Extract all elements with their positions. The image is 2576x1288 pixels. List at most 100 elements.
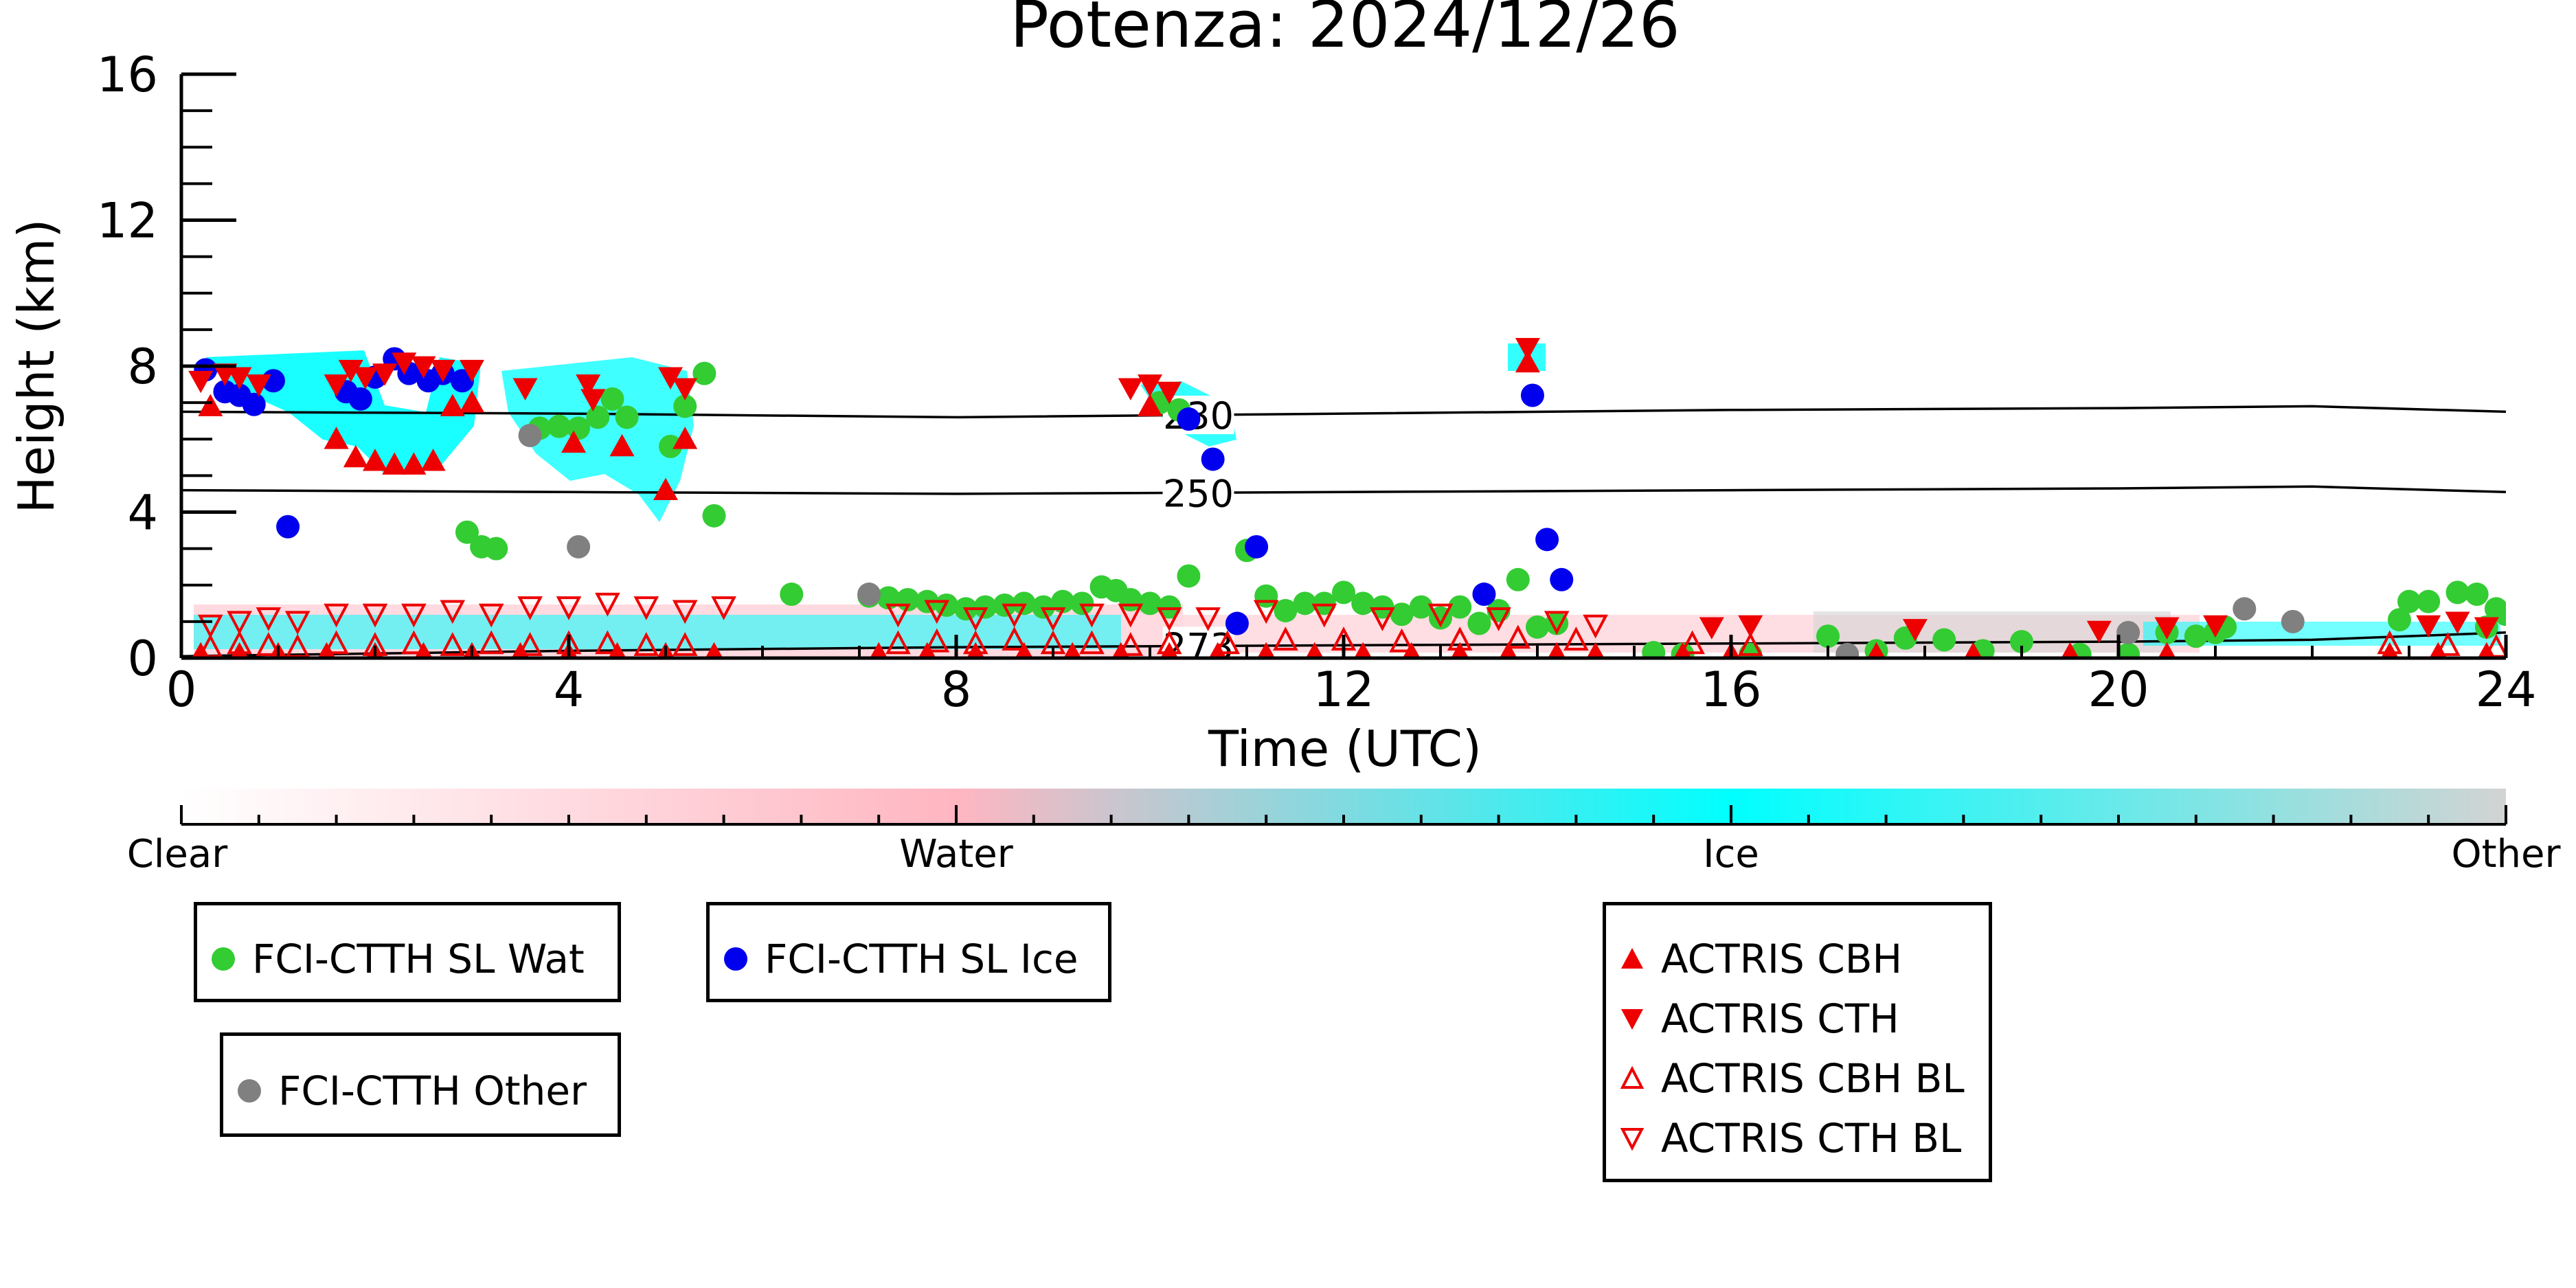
data-point xyxy=(1816,624,1840,648)
data-point xyxy=(1225,611,1249,635)
data-point xyxy=(1138,394,1162,416)
data-point xyxy=(455,520,479,544)
colorbar-label-other: Other xyxy=(2451,832,2561,877)
blue-circle-marker-icon xyxy=(724,947,747,971)
data-point xyxy=(561,430,587,453)
x-tick-label: 20 xyxy=(2088,662,2149,718)
data-point xyxy=(440,394,465,416)
data-point xyxy=(1902,619,1928,642)
data-point xyxy=(256,607,282,631)
data-point xyxy=(227,367,252,389)
data-point xyxy=(633,596,659,620)
x-axis-label: Time (UTC) xyxy=(1208,720,1482,778)
data-point xyxy=(672,632,698,656)
data-point xyxy=(1642,641,1666,658)
data-point xyxy=(711,596,736,620)
data-point xyxy=(673,378,698,400)
legend-label: ACTRIS CBH xyxy=(1661,936,1903,982)
data-point xyxy=(1389,628,1414,653)
data-point xyxy=(673,394,697,418)
data-point xyxy=(595,592,620,617)
data-point xyxy=(1467,611,1491,635)
data-point xyxy=(363,449,387,471)
data-point xyxy=(962,630,988,655)
data-point xyxy=(2474,617,2499,640)
data-point xyxy=(1964,642,1982,658)
data-point xyxy=(1586,642,1605,658)
data-point xyxy=(1550,567,1574,591)
legend-actris: ACTRIS CBH ACTRIS CTH ACTRIS CBH BL ACTR… xyxy=(1603,902,1992,1182)
data-point xyxy=(780,583,804,607)
legend-label: ACTRIS CTH BL xyxy=(1661,1115,1962,1162)
observation-background xyxy=(194,343,2500,658)
data-point xyxy=(1002,626,1027,651)
data-point xyxy=(2281,609,2305,633)
data-point xyxy=(1535,528,1559,552)
data-point xyxy=(1157,595,1182,619)
data-point xyxy=(1737,632,1763,656)
data-point xyxy=(962,607,988,631)
data-point xyxy=(246,374,271,397)
data-point xyxy=(609,433,635,457)
data-point xyxy=(343,444,368,468)
data-point xyxy=(1520,383,1544,407)
legend-item-fci-wat: FCI-CTTH SL Wat xyxy=(210,936,585,982)
data-point xyxy=(2417,589,2441,613)
data-point xyxy=(1506,567,1530,591)
y-tick-label: 4 xyxy=(127,485,158,541)
isotherm-250-line xyxy=(181,485,2506,495)
data-point xyxy=(1515,350,1540,373)
data-point xyxy=(1079,630,1105,655)
data-point xyxy=(242,392,266,416)
data-point xyxy=(885,603,911,628)
isotherm-label: 250 xyxy=(1163,472,1234,515)
data-point xyxy=(1351,591,1375,615)
data-point xyxy=(2116,620,2140,644)
data-point xyxy=(256,632,282,656)
data-point xyxy=(672,600,698,624)
legend-item-actris-cbh: ACTRIS CBH xyxy=(1618,936,1902,982)
legend-item-actris-cbh-bl: ACTRIS CBH BL xyxy=(1618,1055,1965,1102)
data-point xyxy=(460,390,484,413)
data-point xyxy=(1214,630,1241,655)
data-point xyxy=(401,452,427,475)
legend-label: FCI-CTTH Other xyxy=(278,1067,587,1114)
axes: 0 4 8 12 16 20 24 0 4 8 12 16 xyxy=(97,47,2537,718)
data-point xyxy=(1409,595,1433,619)
data-point xyxy=(411,356,436,379)
data-point xyxy=(1583,614,1608,639)
data-point xyxy=(1156,630,1182,655)
data-point xyxy=(1311,603,1337,628)
green-circle-marker-icon xyxy=(212,947,235,971)
bl-band-ice-left xyxy=(194,615,1121,649)
data-point xyxy=(478,630,504,655)
legend-item-fci-ice: FCI-CTTH SL Ice xyxy=(722,936,1078,982)
data-point xyxy=(1138,591,1162,615)
data-point xyxy=(382,452,407,475)
data-point xyxy=(348,387,372,411)
data-point xyxy=(484,536,508,561)
series-fci-ctth-other xyxy=(518,423,2305,658)
plot-area: 230250273 xyxy=(181,338,2506,658)
data-point xyxy=(659,434,683,458)
data-point xyxy=(192,642,210,658)
data-point xyxy=(857,583,881,607)
x-tick-label: 24 xyxy=(2475,662,2536,718)
data-point xyxy=(2233,597,2257,621)
data-point xyxy=(586,405,610,429)
isotherm-label-bg xyxy=(1162,473,1234,512)
data-point xyxy=(372,363,398,386)
data-point xyxy=(2158,642,2176,658)
data-point xyxy=(1680,630,1705,655)
data-point xyxy=(1156,607,1182,631)
data-point xyxy=(1563,626,1589,651)
data-point xyxy=(1274,598,1298,622)
data-point xyxy=(440,600,466,624)
data-point xyxy=(198,394,223,416)
data-point xyxy=(1505,624,1531,649)
data-point xyxy=(324,427,349,449)
data-point xyxy=(1177,407,1201,431)
data-point xyxy=(1195,607,1221,631)
data-point xyxy=(1031,595,1055,619)
